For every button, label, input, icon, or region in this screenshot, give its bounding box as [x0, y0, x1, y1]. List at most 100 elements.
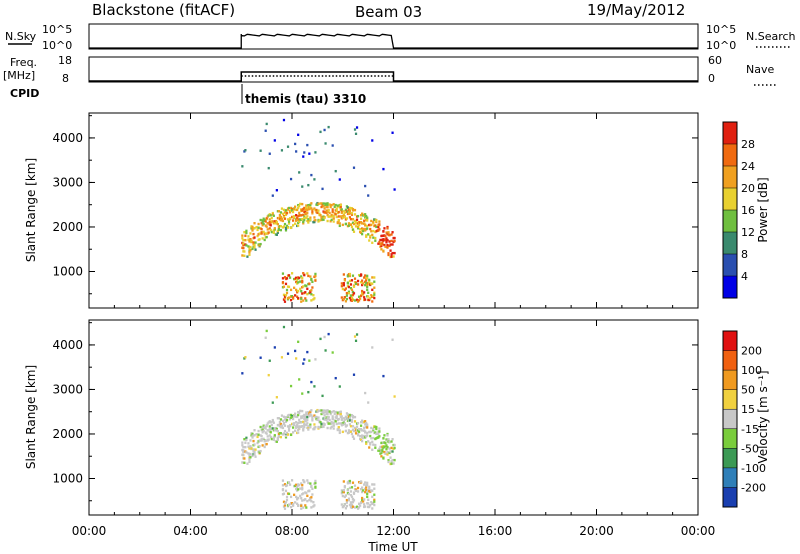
velocity-cell	[241, 441, 244, 444]
power-cell	[373, 293, 376, 296]
velocity-cell	[249, 452, 252, 456]
velocity-cell	[301, 499, 304, 502]
power-cell	[369, 236, 372, 239]
velocity-cell	[283, 429, 287, 433]
power-cell	[361, 289, 364, 293]
power-cell	[281, 281, 285, 284]
power-cell	[351, 221, 355, 224]
colorbar-tick-label: 100	[741, 364, 762, 377]
velocity-cell	[314, 479, 317, 483]
power-cell	[297, 281, 300, 284]
velocity-cell	[345, 424, 348, 427]
power-cell	[337, 218, 340, 222]
velocity-cell	[365, 442, 368, 445]
velocity-cell	[343, 422, 346, 426]
velocity-cell	[340, 415, 343, 418]
power-cell	[352, 285, 356, 288]
velocity-cell	[349, 430, 353, 434]
power-cell	[380, 248, 383, 251]
power-cell	[366, 216, 369, 219]
power-cell	[305, 204, 308, 207]
power-cell	[280, 149, 284, 152]
time-xlabel: Time UT	[367, 540, 418, 554]
velocity-cell	[384, 452, 387, 455]
power-cell	[388, 240, 391, 243]
nsky-rtick-top: 10^5	[706, 23, 736, 36]
power-cell	[331, 210, 334, 213]
power-cell	[304, 291, 307, 294]
velocity-cell	[360, 480, 363, 483]
velocity-cell	[319, 337, 322, 341]
velocity-cell	[362, 489, 365, 492]
power-cell	[364, 224, 367, 227]
velocity-cell	[260, 434, 263, 438]
power-cell	[348, 209, 352, 213]
power-cell	[320, 215, 323, 219]
power-cell	[346, 206, 350, 209]
power-cell	[287, 296, 291, 299]
velocity-cell	[242, 449, 245, 452]
power-cell	[381, 241, 384, 244]
velocity-cell	[299, 487, 302, 490]
velocity-cell	[293, 422, 296, 425]
power-cell	[248, 240, 251, 243]
power-cell	[296, 295, 299, 298]
velocity-cell	[366, 495, 369, 499]
power-cell	[302, 213, 305, 217]
velocity-cell	[278, 420, 282, 424]
power-cell	[342, 282, 345, 285]
velocity-cell	[345, 498, 348, 502]
power-cell	[244, 238, 247, 242]
velocity-cell	[331, 351, 334, 354]
velocity-cell	[292, 417, 295, 421]
velocity-cell	[350, 419, 354, 422]
beam-title: Beam 03	[355, 3, 422, 21]
velocity-cell	[339, 422, 342, 425]
power-cell	[301, 279, 304, 283]
power-cell	[299, 287, 302, 291]
power-cell	[273, 139, 276, 142]
velocity-cell	[318, 426, 321, 429]
power-cell	[295, 276, 298, 280]
power-cell	[254, 241, 257, 244]
velocity-cell	[368, 505, 371, 509]
power-cell	[285, 288, 289, 292]
power-y-axis: 1000 2000 3000 4000	[52, 115, 698, 295]
power-cell	[297, 289, 300, 293]
power-colorbar: 28 24 20 16 12 8 4	[722, 121, 755, 299]
velocity-cell	[326, 426, 329, 430]
colorbar-tick-label: 20	[741, 182, 755, 195]
velocity-cell	[348, 419, 352, 422]
velocity-cell	[387, 438, 390, 441]
power-cell	[350, 212, 354, 215]
power-cell	[314, 272, 317, 276]
power-cell	[308, 282, 311, 285]
velocity-cell	[307, 428, 310, 431]
power-cell	[366, 227, 369, 230]
velocity-cell	[301, 392, 304, 395]
power-cell	[329, 205, 332, 209]
velocity-cell	[268, 434, 271, 437]
velocity-cell	[357, 430, 361, 433]
velocity-cell	[363, 483, 366, 486]
velocity-cell	[337, 417, 340, 421]
power-cell	[346, 275, 350, 278]
power-cell	[281, 277, 285, 280]
velocity-cell	[300, 482, 303, 485]
power-cell	[327, 215, 330, 218]
power-cell	[384, 234, 387, 238]
power-cell	[361, 212, 364, 215]
power-cell	[305, 206, 308, 209]
velocity-cell	[297, 413, 300, 417]
power-cell	[370, 219, 373, 223]
power-cell	[330, 213, 333, 217]
colorbar-swatch	[723, 254, 737, 276]
power-cell	[327, 209, 330, 212]
velocity-cell	[382, 457, 385, 460]
velocity-cell	[311, 417, 314, 420]
colorbar-tick-label: 24	[741, 160, 755, 173]
power-cell	[382, 230, 385, 233]
power-cell	[251, 225, 254, 229]
power-cell	[357, 223, 361, 226]
velocity-cell	[313, 385, 316, 388]
